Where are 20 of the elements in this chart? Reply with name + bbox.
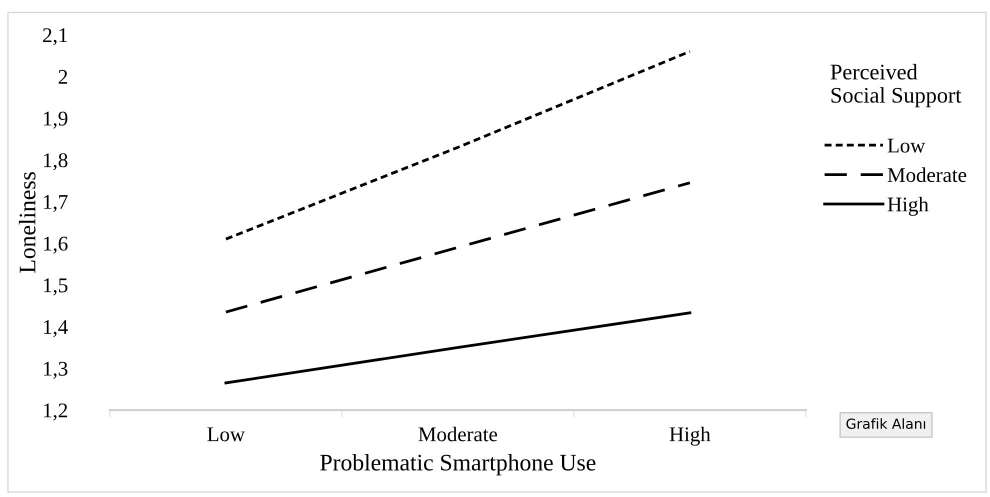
- y-tick-label: 1,5: [44, 278, 68, 296]
- y-tick-label: 1,7: [44, 195, 68, 212]
- legend-label: High: [888, 196, 929, 216]
- y-axis-title: Loneliness: [18, 172, 36, 273]
- x-tick-label: Moderate: [418, 426, 498, 442]
- legend-label: Low: [888, 138, 926, 153]
- x-axis-title: Problematic Smartphone Use: [320, 454, 596, 476]
- x-tick-label: High: [670, 426, 710, 446]
- y-tick-label: 1,2: [44, 403, 68, 420]
- y-tick-label: 1,3: [44, 362, 68, 379]
- legend-title: Perceived Social Support: [830, 64, 962, 108]
- x-tick-label: Low: [207, 428, 245, 442]
- text: Grafik Alanı: [846, 418, 926, 429]
- y-tick-label: 1,9: [44, 112, 68, 129]
- y-tick-label: 2,1: [43, 28, 67, 46]
- legend-label: Moderate: [888, 167, 966, 182]
- y-tick-label: 2: [58, 70, 68, 84]
- y-tick-label: 1,8: [44, 153, 68, 170]
- y-tick-label: 1,4: [44, 320, 68, 338]
- y-tick-label: 1,6: [44, 236, 68, 254]
